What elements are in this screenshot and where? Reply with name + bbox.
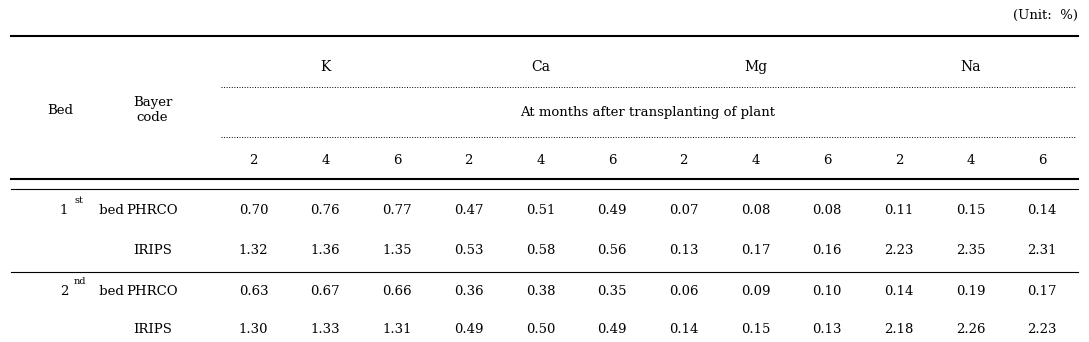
Text: 0.19: 0.19: [956, 285, 986, 298]
Text: 2.31: 2.31: [1028, 244, 1057, 257]
Text: 0.11: 0.11: [884, 204, 914, 217]
Text: 2.26: 2.26: [956, 323, 986, 336]
Text: Bayer
code: Bayer code: [133, 96, 172, 124]
Text: 4: 4: [536, 154, 544, 167]
Text: 0.10: 0.10: [812, 285, 842, 298]
Text: 2: 2: [249, 154, 258, 167]
Text: 0.58: 0.58: [526, 244, 555, 257]
Text: IRIPS: IRIPS: [133, 244, 172, 257]
Text: 0.76: 0.76: [310, 204, 340, 217]
Text: 0.15: 0.15: [956, 204, 986, 217]
Text: 0.15: 0.15: [741, 323, 770, 336]
Text: 1.32: 1.32: [238, 244, 268, 257]
Text: 0.13: 0.13: [812, 323, 842, 336]
Text: 0.77: 0.77: [382, 204, 412, 217]
Text: 4: 4: [751, 154, 760, 167]
Text: 0.63: 0.63: [238, 285, 269, 298]
Text: IRIPS: IRIPS: [133, 323, 172, 336]
Text: 0.38: 0.38: [526, 285, 555, 298]
Text: 0.56: 0.56: [598, 244, 627, 257]
Text: 0.49: 0.49: [598, 204, 627, 217]
Text: 0.35: 0.35: [598, 285, 627, 298]
Text: 0.53: 0.53: [454, 244, 484, 257]
Text: bed: bed: [95, 204, 124, 217]
Text: 0.17: 0.17: [1028, 285, 1057, 298]
Text: 2: 2: [680, 154, 688, 167]
Text: 1.30: 1.30: [238, 323, 268, 336]
Text: 2.23: 2.23: [1028, 323, 1057, 336]
Text: 0.49: 0.49: [598, 323, 627, 336]
Text: 1.33: 1.33: [310, 323, 340, 336]
Text: 2: 2: [465, 154, 473, 167]
Text: 0.14: 0.14: [669, 323, 698, 336]
Text: 0.49: 0.49: [454, 323, 484, 336]
Text: 0.08: 0.08: [812, 204, 842, 217]
Text: 6: 6: [608, 154, 616, 167]
Text: 0.07: 0.07: [669, 204, 698, 217]
Text: 1.31: 1.31: [382, 323, 412, 336]
Text: Bed: Bed: [47, 104, 73, 117]
Text: nd: nd: [74, 277, 86, 286]
Text: K: K: [320, 60, 331, 74]
Text: 0.06: 0.06: [669, 285, 698, 298]
Text: 0.14: 0.14: [1028, 204, 1057, 217]
Text: 2.23: 2.23: [884, 244, 914, 257]
Text: 0.36: 0.36: [454, 285, 484, 298]
Text: 2.35: 2.35: [956, 244, 986, 257]
Text: Ca: Ca: [531, 60, 550, 74]
Text: 0.70: 0.70: [238, 204, 268, 217]
Text: Na: Na: [960, 60, 981, 74]
Text: 1.35: 1.35: [382, 244, 412, 257]
Text: Mg: Mg: [744, 60, 767, 74]
Text: 0.66: 0.66: [382, 285, 412, 298]
Text: 2: 2: [60, 285, 69, 298]
Text: 6: 6: [393, 154, 401, 167]
Text: 0.13: 0.13: [669, 244, 698, 257]
Text: 0.14: 0.14: [884, 285, 914, 298]
Text: 0.50: 0.50: [526, 323, 555, 336]
Text: 1: 1: [60, 204, 69, 217]
Text: 1.36: 1.36: [310, 244, 340, 257]
Text: 0.17: 0.17: [741, 244, 770, 257]
Text: 0.09: 0.09: [741, 285, 770, 298]
Text: 0.51: 0.51: [526, 204, 555, 217]
Text: 4: 4: [966, 154, 975, 167]
Text: 2: 2: [895, 154, 903, 167]
Text: 0.08: 0.08: [741, 204, 770, 217]
Text: 0.47: 0.47: [454, 204, 484, 217]
Text: 0.67: 0.67: [310, 285, 340, 298]
Text: 4: 4: [321, 154, 330, 167]
Text: 0.16: 0.16: [812, 244, 842, 257]
Text: bed: bed: [95, 285, 124, 298]
Text: At months after transplanting of plant: At months after transplanting of plant: [521, 106, 775, 119]
Text: st: st: [74, 196, 83, 205]
Text: 6: 6: [823, 154, 831, 167]
Text: 6: 6: [1038, 154, 1047, 167]
Text: (Unit:  %): (Unit: %): [1013, 9, 1078, 22]
Text: 2.18: 2.18: [884, 323, 914, 336]
Text: PHRCO: PHRCO: [126, 285, 179, 298]
Text: PHRCO: PHRCO: [126, 204, 179, 217]
